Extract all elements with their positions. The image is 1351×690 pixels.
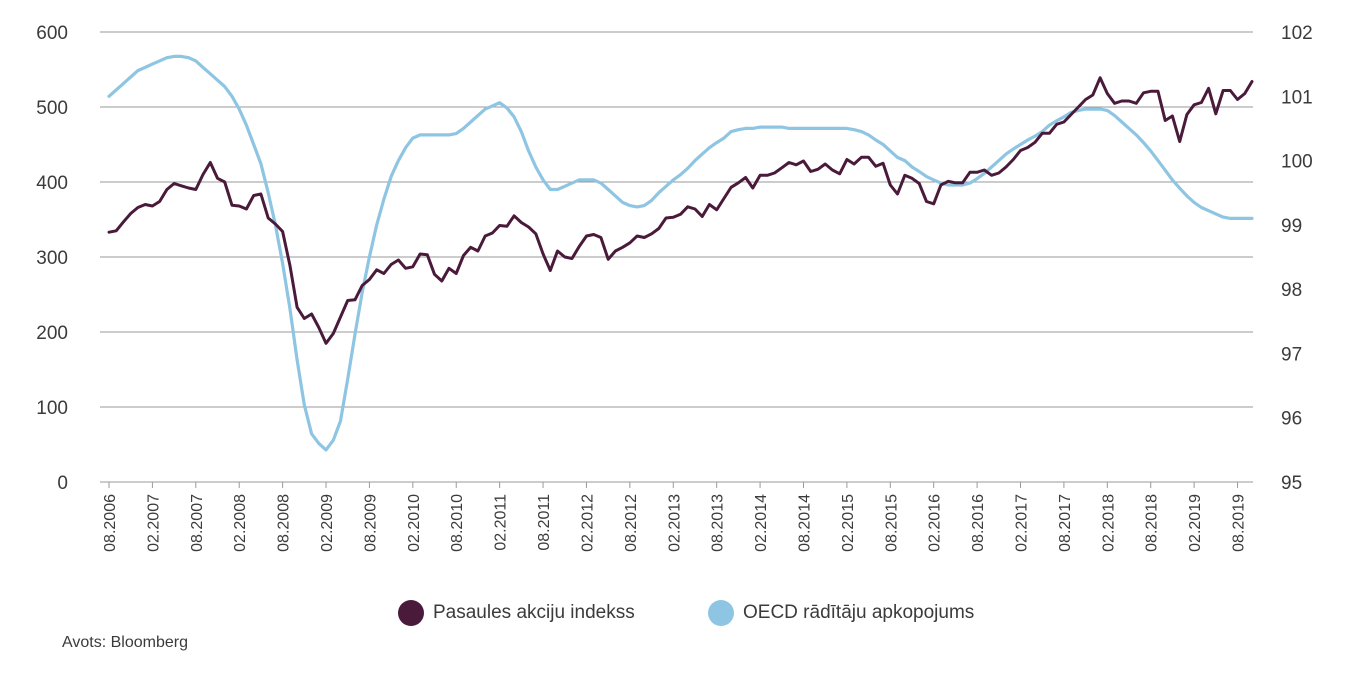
legend: Pasaules akciju indekss OECD rādītāju ap…: [0, 600, 1351, 632]
source-note: Avots: Bloomberg: [62, 634, 188, 651]
x-tick-label: 08.2014: [796, 494, 813, 552]
y-right-tick-label: 96: [1281, 409, 1302, 430]
y-right-tick-label: 100: [1281, 152, 1313, 173]
y-left-tick-label: 600: [36, 23, 68, 44]
x-tick-label: 02.2019: [1187, 494, 1204, 552]
legend-label-equity: Pasaules akciju indekss: [433, 602, 635, 623]
x-tick-label: 02.2007: [145, 494, 162, 552]
x-tick-label: 08.2013: [710, 494, 727, 552]
x-tick-label: 08.2006: [102, 494, 119, 552]
x-tick-label: 02.2017: [1014, 494, 1031, 552]
x-tick-label: 02.2008: [232, 494, 249, 552]
x-tick-label: 02.2014: [753, 494, 770, 552]
x-tick-label: 02.2012: [579, 494, 596, 552]
x-tick-label: 08.2008: [276, 494, 293, 552]
legend-item-equity: Pasaules akciju indekss: [398, 600, 635, 626]
x-tick-label: 02.2011: [493, 494, 510, 551]
y-right-tick-label: 99: [1281, 216, 1302, 237]
y-right-tick-label: 95: [1281, 473, 1302, 494]
x-tick-label: 02.2015: [840, 494, 857, 552]
y-right-tick-label: 97: [1281, 344, 1302, 365]
y-left-tick-label: 100: [36, 398, 68, 419]
x-tick-label: 08.2016: [970, 494, 987, 552]
y-right-tick-label: 101: [1281, 87, 1313, 108]
right-y-axis: 95 96 97 98 99 100 101 102: [1281, 23, 1313, 494]
x-tick-label: 08.2012: [623, 494, 640, 552]
series-line-equity: [107, 76, 1254, 345]
x-tick-label: 02.2016: [927, 494, 944, 552]
y-right-tick-label: 98: [1281, 280, 1302, 301]
gridlines: [100, 31, 1253, 483]
x-tick-label: 02.2013: [666, 494, 683, 552]
x-tick-label: 08.2018: [1144, 494, 1161, 552]
x-tick-label: 02.2009: [319, 494, 336, 552]
legend-swatch-oecd: [708, 600, 734, 626]
y-right-tick-label: 102: [1281, 23, 1313, 44]
y-left-tick-label: 0: [57, 473, 68, 494]
x-tick-label: 08.2015: [883, 494, 900, 552]
series-lines: [107, 54, 1254, 452]
y-left-tick-label: 500: [36, 98, 68, 119]
left-y-axis: 0 100 200 300 400 500 600: [36, 23, 68, 494]
x-tick-label: 08.2019: [1231, 494, 1248, 552]
x-tick-label: 08.2007: [189, 494, 206, 552]
x-tick-label: 08.2011: [536, 494, 553, 551]
x-tick-label: 08.2017: [1057, 494, 1074, 552]
series-line-oecd: [107, 54, 1254, 452]
legend-swatch-equity: [398, 600, 424, 626]
x-tick-label: 02.2010: [406, 494, 423, 552]
x-tick-label: 02.2018: [1100, 494, 1117, 552]
y-left-tick-label: 300: [36, 248, 68, 269]
y-left-tick-label: 400: [36, 173, 68, 194]
legend-label-oecd: OECD rādītāju apkopojums: [743, 602, 975, 623]
x-tick-label: 08.2009: [362, 494, 379, 552]
y-left-tick-label: 200: [36, 323, 68, 344]
x-tick-label: 08.2010: [449, 494, 466, 552]
legend-item-oecd: OECD rādītāju apkopojums: [708, 600, 974, 626]
x-axis: 08.2006 02.2007 08.2007 02.2008 08.2008 02.20…: [102, 482, 1248, 552]
